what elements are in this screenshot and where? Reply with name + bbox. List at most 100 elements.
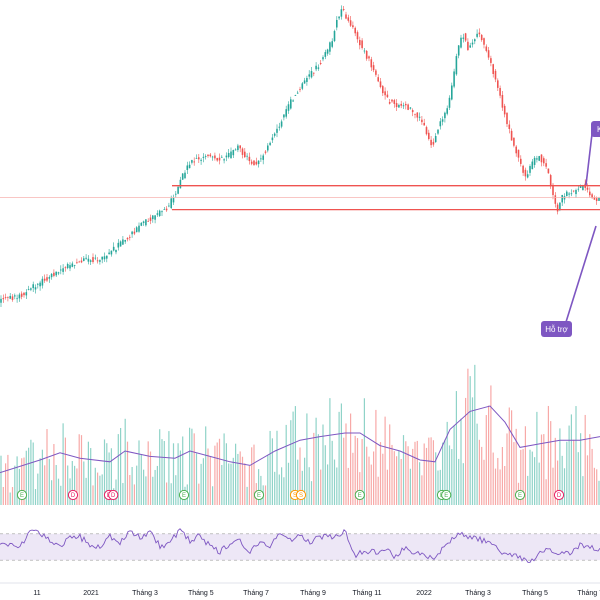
volume-bar bbox=[251, 447, 253, 505]
volume-bar bbox=[168, 431, 170, 505]
candle bbox=[83, 258, 85, 261]
volume-bar bbox=[559, 428, 561, 505]
volume-bar bbox=[53, 444, 55, 505]
volume-bar bbox=[57, 478, 60, 505]
volume-bar bbox=[87, 441, 89, 505]
event-marker-label: E bbox=[257, 493, 261, 499]
volume-bar bbox=[329, 398, 331, 505]
volume-bar bbox=[515, 428, 517, 505]
volume-bar bbox=[598, 480, 600, 505]
volume-bar bbox=[154, 469, 156, 505]
annotations: Hỗ trợ K bbox=[541, 121, 600, 337]
event-marker-label: D bbox=[111, 493, 116, 499]
volume-bar bbox=[21, 458, 23, 505]
volume-bar bbox=[108, 452, 110, 505]
volume-bar bbox=[379, 442, 382, 505]
candle bbox=[554, 195, 557, 204]
volume-bar bbox=[308, 467, 310, 505]
candle bbox=[158, 210, 161, 217]
x-tick-label: Tháng 3 bbox=[132, 590, 158, 597]
volume-bar bbox=[170, 483, 172, 505]
candle bbox=[129, 236, 131, 238]
volume-bar bbox=[377, 476, 379, 505]
volume-bar bbox=[402, 435, 405, 505]
candle bbox=[32, 284, 34, 289]
volume-bar bbox=[195, 453, 198, 505]
candle bbox=[11, 296, 14, 300]
candle bbox=[324, 52, 327, 57]
candle bbox=[540, 154, 543, 163]
candle bbox=[257, 160, 260, 165]
volume-bar bbox=[543, 434, 545, 505]
candle bbox=[589, 191, 591, 196]
candle bbox=[556, 204, 559, 212]
x-tick-label: Tháng 3 bbox=[465, 590, 491, 597]
candle bbox=[464, 33, 467, 41]
volume-bar bbox=[352, 452, 354, 505]
candle bbox=[145, 219, 147, 226]
candle bbox=[508, 124, 511, 129]
candle bbox=[460, 37, 462, 48]
volume-bar bbox=[373, 451, 375, 505]
candle bbox=[379, 81, 382, 88]
candle bbox=[462, 37, 465, 39]
volume-bar bbox=[398, 450, 400, 505]
candle bbox=[165, 208, 168, 211]
volume-bar bbox=[228, 463, 230, 505]
candle bbox=[451, 85, 453, 100]
volume-bar bbox=[23, 457, 25, 505]
candle bbox=[163, 209, 166, 210]
volume-bar bbox=[55, 465, 57, 505]
candle bbox=[117, 242, 120, 248]
volume-bar bbox=[246, 486, 248, 505]
volume-bar bbox=[469, 376, 471, 505]
candle bbox=[138, 225, 140, 232]
candle bbox=[76, 262, 78, 264]
volume-bar bbox=[313, 432, 315, 505]
candle bbox=[23, 292, 25, 296]
candle bbox=[122, 239, 124, 245]
volume-bar bbox=[386, 469, 388, 505]
candle bbox=[232, 150, 235, 156]
candle bbox=[154, 215, 156, 220]
candle bbox=[80, 260, 83, 263]
volume-bar bbox=[343, 437, 345, 505]
volume-bar bbox=[393, 451, 395, 505]
horizontal-levels bbox=[0, 185, 600, 211]
volume-bar bbox=[497, 457, 499, 505]
volume-bar bbox=[136, 465, 138, 505]
volume-bar bbox=[506, 433, 508, 505]
volume-bar bbox=[117, 434, 119, 505]
volume-bar bbox=[483, 459, 485, 505]
candle bbox=[269, 142, 271, 145]
volume-bar bbox=[218, 438, 221, 505]
volume-bar bbox=[28, 447, 30, 505]
candle bbox=[285, 109, 287, 117]
volume-bar bbox=[359, 472, 361, 505]
volume-bar bbox=[529, 449, 531, 505]
volume-bar bbox=[375, 409, 377, 505]
volume-bar bbox=[538, 462, 540, 505]
candle bbox=[483, 38, 485, 45]
volume-bar bbox=[304, 457, 306, 505]
candle bbox=[255, 161, 258, 165]
candle bbox=[25, 292, 28, 296]
volume-bar bbox=[531, 451, 533, 505]
candle bbox=[434, 136, 437, 143]
candle bbox=[303, 80, 306, 84]
candle bbox=[543, 158, 545, 164]
candle bbox=[382, 86, 384, 94]
volume-bar bbox=[409, 468, 411, 505]
volume-bar bbox=[416, 440, 418, 505]
candle bbox=[290, 99, 292, 109]
candlestick-series bbox=[0, 5, 600, 307]
candle bbox=[345, 14, 347, 19]
candle bbox=[188, 164, 191, 169]
volume-bar bbox=[561, 455, 563, 505]
volume-bar bbox=[520, 449, 522, 505]
volume-bar bbox=[444, 439, 446, 505]
volume-bar bbox=[78, 434, 80, 505]
volume-bar bbox=[568, 425, 570, 505]
candle bbox=[50, 273, 53, 278]
